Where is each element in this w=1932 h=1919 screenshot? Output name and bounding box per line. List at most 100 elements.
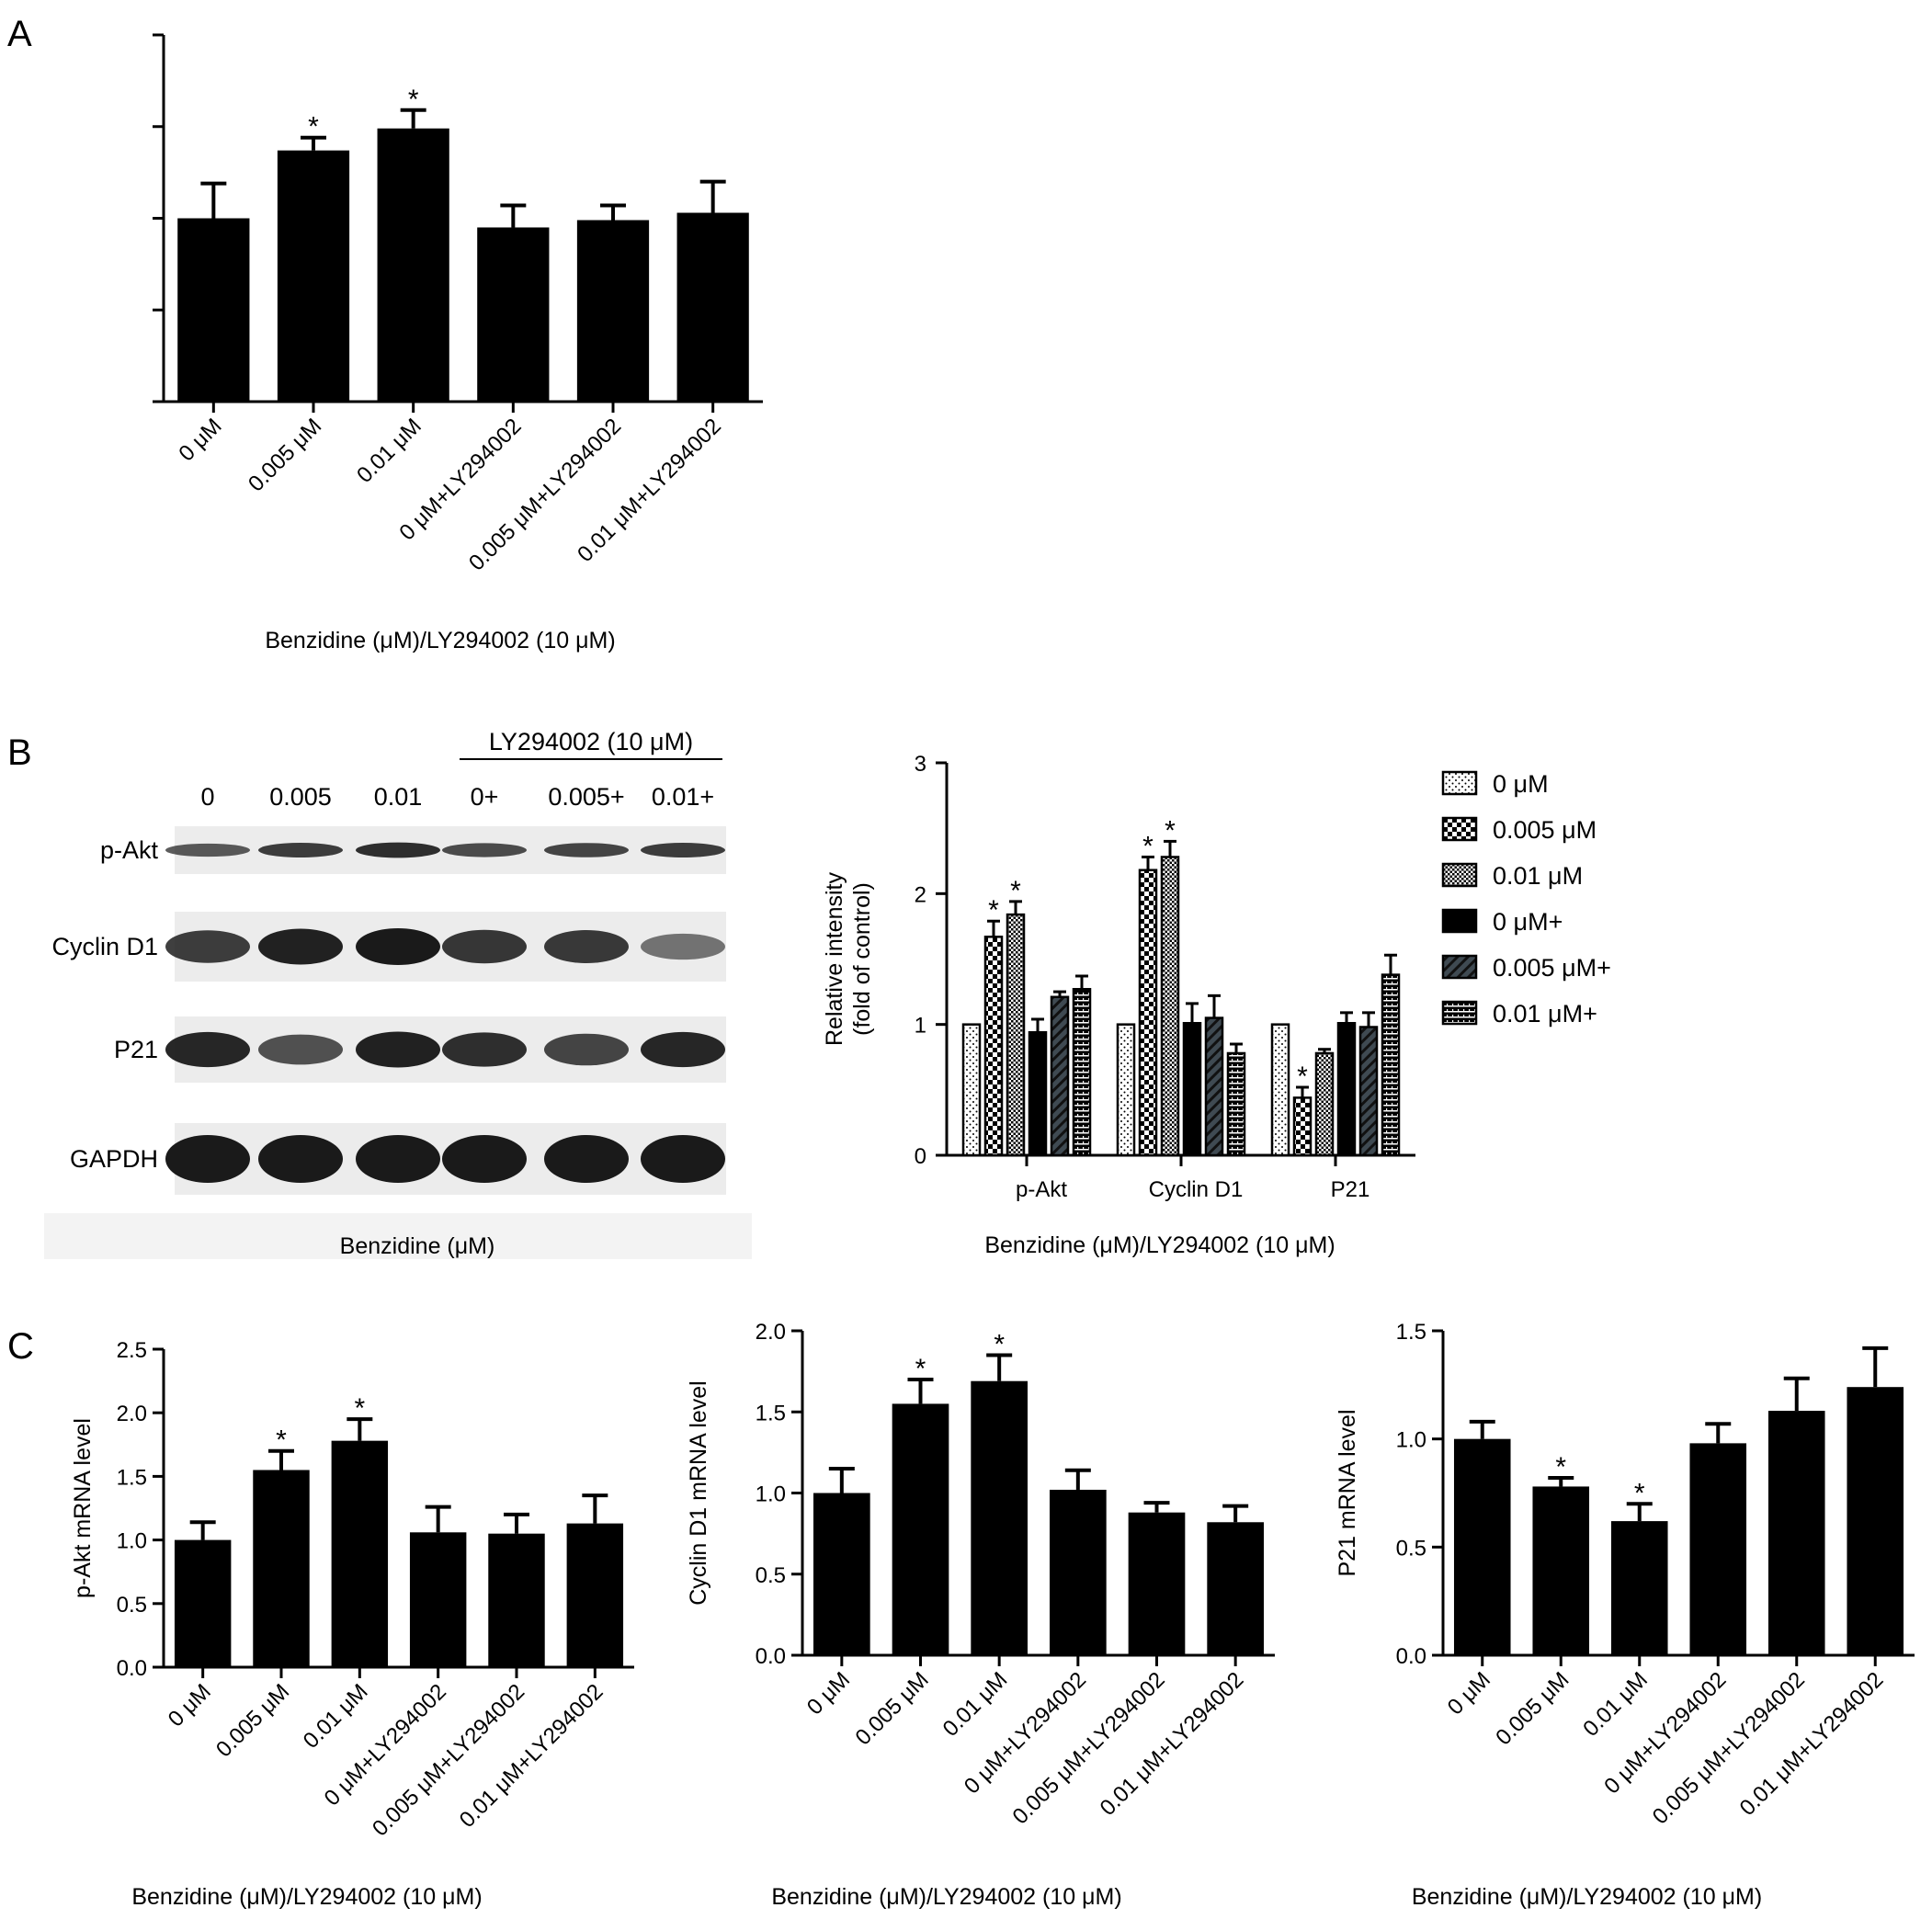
bar	[1610, 1521, 1668, 1655]
chart-c3: 0.00.51.01.50 μM*0.005 μM*0.01 μM0 μM+LY…	[1335, 1320, 1915, 1910]
y-tick-label: 1.5	[756, 1401, 786, 1425]
blot-x-label: Benzidine (μM)	[340, 1233, 495, 1259]
bar	[983, 936, 1004, 1157]
x-tick-label: Cyclin D1	[1149, 1177, 1244, 1202]
bar	[488, 1533, 545, 1667]
blot-band	[442, 1032, 527, 1067]
y-axis-title: p-Akt mRNA level	[70, 1418, 96, 1598]
bar	[174, 1539, 232, 1667]
x-axis-title: Benzidine (μM)/LY294002 (10 μM)	[1412, 1884, 1762, 1910]
bar	[576, 220, 650, 402]
blot-row-label: p-Akt	[100, 836, 159, 864]
bar	[1767, 1411, 1825, 1655]
legend-swatch	[1441, 954, 1478, 980]
bar	[566, 1523, 624, 1667]
bar	[1028, 1030, 1048, 1157]
blot-band	[442, 1135, 527, 1183]
legend-label: 0 μM+	[1493, 908, 1563, 936]
lane-label: 0.01	[374, 783, 423, 811]
significance-star: *	[276, 1425, 287, 1456]
blot-band	[165, 930, 250, 963]
blot-band	[258, 1034, 343, 1065]
bar	[1006, 913, 1026, 1157]
significance-star: *	[1634, 1478, 1645, 1508]
y-tick-label: 1.5	[117, 1465, 147, 1490]
blot-band	[258, 843, 343, 857]
x-tick-label: 0 μM	[174, 414, 226, 466]
bar	[892, 1403, 949, 1655]
y-tick-label: 0	[915, 1144, 926, 1169]
bar	[1453, 1438, 1511, 1655]
lane-label: 0.005	[269, 783, 332, 811]
significance-star: *	[988, 895, 999, 925]
bar	[331, 1440, 389, 1667]
y-tick-label: 1.0	[117, 1529, 147, 1554]
blot-footer-bg	[44, 1213, 752, 1259]
x-tick-label: 0.01 μM+LY294002	[455, 1679, 608, 1833]
bar	[1314, 1051, 1335, 1157]
bar	[1160, 856, 1180, 1157]
x-tick-label: 0 μM	[164, 1679, 216, 1732]
legend-swatch	[1441, 1000, 1478, 1026]
significance-star: *	[1142, 831, 1154, 861]
bar	[1270, 1023, 1290, 1157]
panel-letter-c: C	[7, 1326, 34, 1367]
x-tick-label: P21	[1331, 1177, 1370, 1202]
blot-band	[641, 1135, 725, 1183]
y-tick-label: 1	[915, 1014, 926, 1039]
y-axis-title: Cyclin D1 mRNA level	[686, 1380, 711, 1606]
significance-star: *	[354, 1393, 365, 1424]
bar	[1292, 1096, 1313, 1157]
legend-swatch	[1441, 908, 1478, 934]
blot-band	[442, 843, 527, 857]
bar	[1207, 1522, 1265, 1655]
x-tick-label: 0 μM	[802, 1667, 855, 1720]
legend-swatch	[1441, 862, 1478, 888]
bar	[1050, 995, 1070, 1157]
x-tick-label: 0.005 μM	[244, 414, 326, 496]
bar	[1226, 1051, 1246, 1157]
bar	[1128, 1512, 1186, 1655]
x-axis-title: Benzidine (μM)/LY294002 (10 μM)	[265, 628, 615, 653]
x-tick-label: 0.01 μM	[352, 414, 426, 488]
bar	[1116, 1023, 1136, 1157]
significance-star: *	[1555, 1452, 1566, 1482]
legend-label: 0.005 μM	[1493, 816, 1597, 844]
x-tick-label: p-Akt	[1016, 1177, 1067, 1202]
bar	[277, 150, 350, 402]
blot-band	[356, 842, 440, 858]
bar	[1138, 869, 1158, 1157]
blot-band	[258, 1135, 343, 1183]
bar	[961, 1023, 982, 1157]
bar	[1204, 1016, 1224, 1157]
treatment-label: LY294002 (10 μM)	[489, 728, 693, 755]
x-axis-title: Benzidine (μM)/LY294002 (10 μM)	[771, 1884, 1121, 1910]
x-tick-label: 0.005 μM	[211, 1679, 294, 1762]
bar	[409, 1532, 467, 1667]
y-tick-label: 0.5	[1396, 1536, 1426, 1561]
significance-star: *	[1010, 876, 1021, 906]
blot-row-label: Cyclin D1	[51, 933, 158, 960]
legend-label: 0.005 μM+	[1493, 954, 1611, 982]
y-tick-label: 0.0	[1396, 1644, 1426, 1669]
chart-a: 0 μM*0.005 μM*0.01 μM0 μM+LY2940020.005 …	[153, 33, 763, 653]
bar	[1689, 1443, 1747, 1655]
blot-band	[165, 1135, 250, 1183]
x-tick-label: 0.01 μM	[299, 1679, 373, 1754]
blot-band	[356, 928, 440, 965]
blot-band	[165, 843, 250, 857]
x-axis-title: Benzidine (μM)/LY294002 (10 μM)	[131, 1884, 482, 1910]
y-tick-label: 1.0	[756, 1482, 786, 1507]
bar	[813, 1493, 870, 1655]
panel-letter-a: A	[7, 14, 32, 54]
bar	[1049, 1489, 1107, 1655]
lane-label: 0.01+	[652, 783, 714, 811]
bar	[1381, 973, 1401, 1157]
blot-row-label: GAPDH	[70, 1145, 158, 1173]
x-tick-label: 0.01 μM	[938, 1667, 1013, 1742]
chart-c2: 0.00.51.01.52.00 μM*0.005 μM*0.01 μM0 μM…	[686, 1320, 1275, 1910]
legend-label: 0.01 μM+	[1493, 1000, 1597, 1028]
significance-star: *	[408, 85, 419, 115]
x-tick-label: 0 μM	[1443, 1667, 1495, 1720]
blot-band	[165, 1031, 250, 1068]
